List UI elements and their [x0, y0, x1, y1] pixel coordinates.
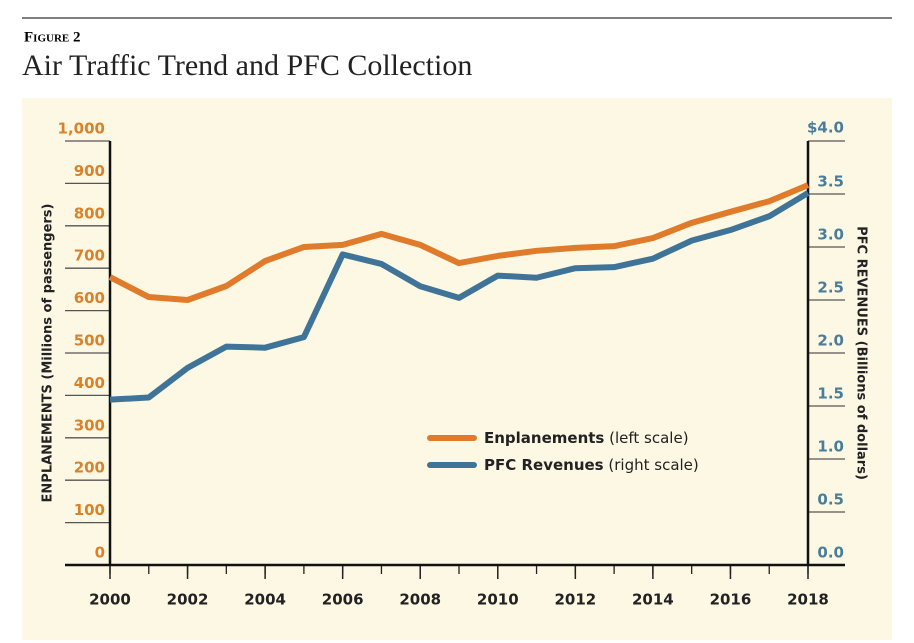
y-tick-label: 600	[74, 289, 105, 307]
y-tick-label: 0	[95, 544, 105, 562]
y2-tick-label: 3.0	[817, 226, 844, 244]
y-tick-label: 800	[74, 204, 105, 222]
y2-tick-label: 2.5	[817, 279, 844, 297]
x-tick-label: 2010	[477, 591, 519, 609]
series-line	[109, 190, 810, 403]
y2-tick-label: 3.5	[817, 173, 844, 191]
plot-background	[22, 98, 892, 640]
y-tick-label: 1,000	[58, 120, 105, 138]
y2-axis-title: PFC REVENUES (Billions of dollars)	[854, 226, 869, 480]
series-line	[108, 182, 810, 303]
legend-scale: (right scale)	[608, 456, 698, 474]
y-tick-label: 900	[74, 162, 105, 180]
y-tick-label: 500	[74, 332, 105, 350]
x-tick-label: 2006	[322, 591, 364, 609]
x-tick-label: 2012	[554, 591, 596, 609]
y2-tick-label: 1.0	[817, 438, 844, 456]
x-tick-label: 2008	[399, 591, 441, 609]
x-tick-label: 2002	[167, 591, 209, 609]
x-tick-label: 2014	[632, 591, 674, 609]
y2-tick-label: $4.0	[807, 119, 844, 137]
legend-name: Enplanements	[484, 429, 604, 447]
y-tick-label: 100	[74, 501, 105, 519]
chart-title: Air Traffic Trend and PFC Collection	[22, 49, 472, 82]
legend-label: Enplanements (left scale)	[484, 429, 689, 447]
legend-name: PFC Revenues	[484, 456, 604, 474]
y-tick-label: 400	[74, 374, 105, 392]
x-tick-label: 2016	[710, 591, 752, 609]
x-tick-label: 2000	[89, 591, 131, 609]
y-tick-label: 200	[74, 459, 105, 477]
x-tick-label: 2018	[787, 591, 829, 609]
y-tick-label: 300	[74, 416, 105, 434]
y2-tick-label: 0.0	[817, 544, 844, 562]
legend-label: PFC Revenues (right scale)	[484, 456, 699, 474]
y-axis-title: ENPLANEMENTS (Millions of passengers)	[41, 204, 56, 503]
legend-scale: (left scale)	[609, 429, 688, 447]
figure-label: Figure 2	[24, 29, 80, 45]
y-tick-label: 700	[74, 247, 105, 265]
y2-tick-label: 0.5	[817, 491, 844, 509]
x-tick-label: 2004	[244, 591, 286, 609]
y2-tick-label: 1.5	[817, 385, 844, 403]
y2-tick-label: 2.0	[817, 332, 844, 350]
